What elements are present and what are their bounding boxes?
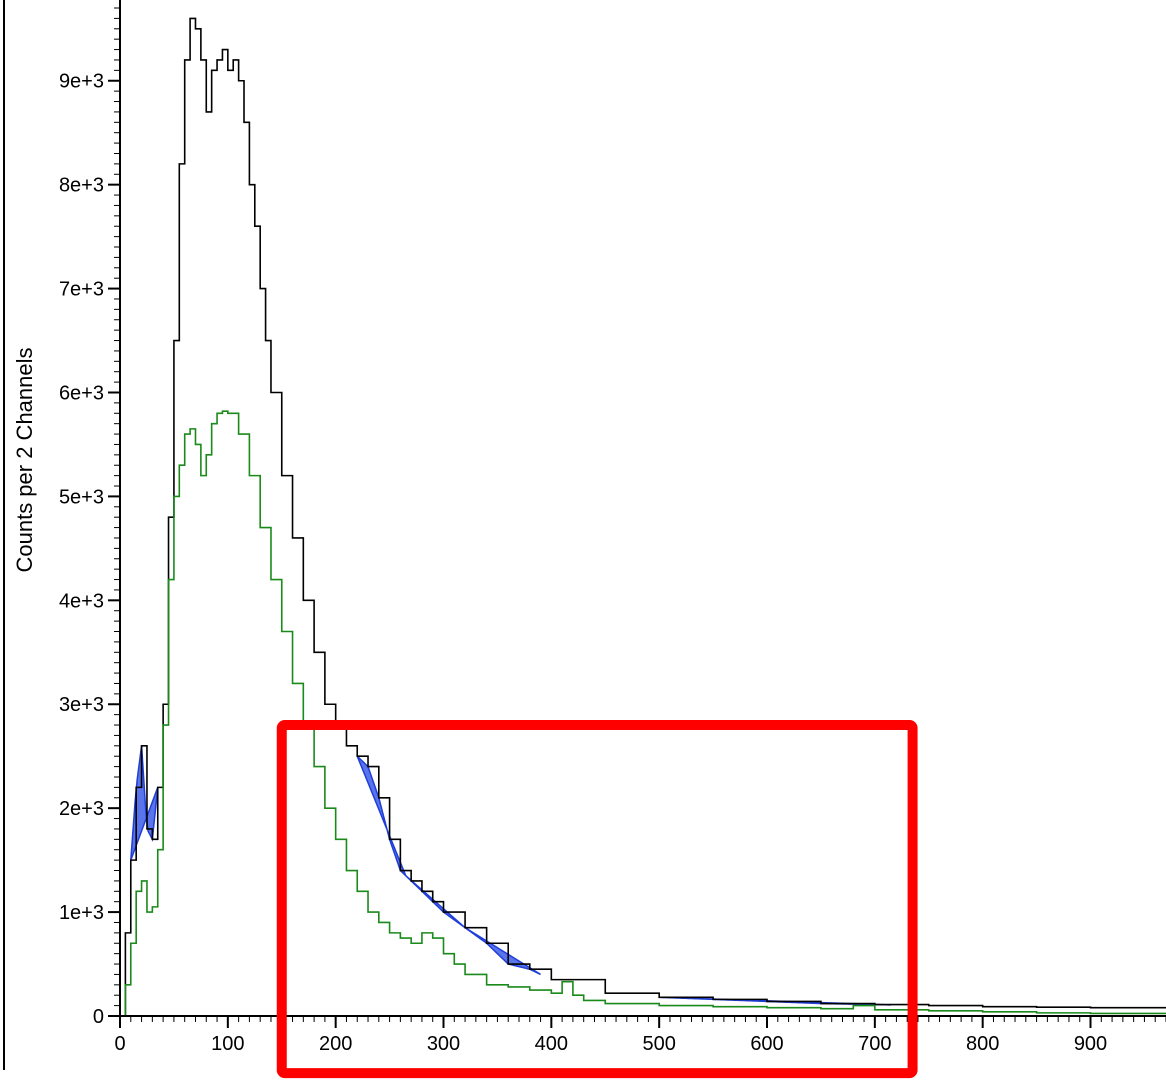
y-tick-label-4000: 4e+3 bbox=[59, 590, 104, 612]
y-tick-label-6000: 6e+3 bbox=[59, 382, 104, 404]
y-tick-label-7000: 7e+3 bbox=[59, 279, 104, 301]
x-tick-label-500: 500 bbox=[642, 1033, 675, 1055]
x-tick-label-900: 900 bbox=[1074, 1033, 1107, 1055]
series-line-0 bbox=[120, 17, 1166, 1017]
x-tick-label-800: 800 bbox=[966, 1033, 999, 1055]
axis-layer bbox=[3, 0, 1166, 1070]
x-tick-label-300: 300 bbox=[427, 1033, 460, 1055]
x-tick-label-200: 200 bbox=[319, 1033, 352, 1055]
y-tick-label-2000: 2e+3 bbox=[59, 798, 104, 820]
highlight-region-1 bbox=[356, 755, 407, 877]
highlight-region-0 bbox=[130, 745, 159, 861]
y-tick-label-8000: 8e+3 bbox=[59, 175, 104, 197]
x-tick-label-600: 600 bbox=[750, 1033, 783, 1055]
x-tick-label-100: 100 bbox=[211, 1033, 244, 1055]
x-tick-label-0: 0 bbox=[114, 1033, 125, 1055]
x-tick-label-700: 700 bbox=[858, 1033, 891, 1055]
x-tick-label-400: 400 bbox=[535, 1033, 568, 1055]
y-tick-label-0: 0 bbox=[93, 1006, 104, 1028]
highlight-region-2 bbox=[405, 875, 466, 929]
annotation-box bbox=[276, 720, 918, 1079]
y-tick-label-3000: 3e+3 bbox=[59, 694, 104, 716]
y-tick-label-1000: 1e+3 bbox=[59, 902, 104, 924]
tick-label-layer: 0 100 200 300 400 500 600 700 800 900 0 1e+3 2e+3 3e+… bbox=[59, 71, 1107, 1055]
y-tick-label-5000: 5e+3 bbox=[59, 486, 104, 508]
y-tick-label-9000: 9e+3 bbox=[59, 71, 104, 93]
annotation-layer bbox=[276, 720, 918, 1079]
y-axis-title: Counts per 2 Channels bbox=[12, 347, 37, 572]
series-line-1 bbox=[120, 410, 1166, 1017]
plot-layer bbox=[120, 17, 1166, 1017]
